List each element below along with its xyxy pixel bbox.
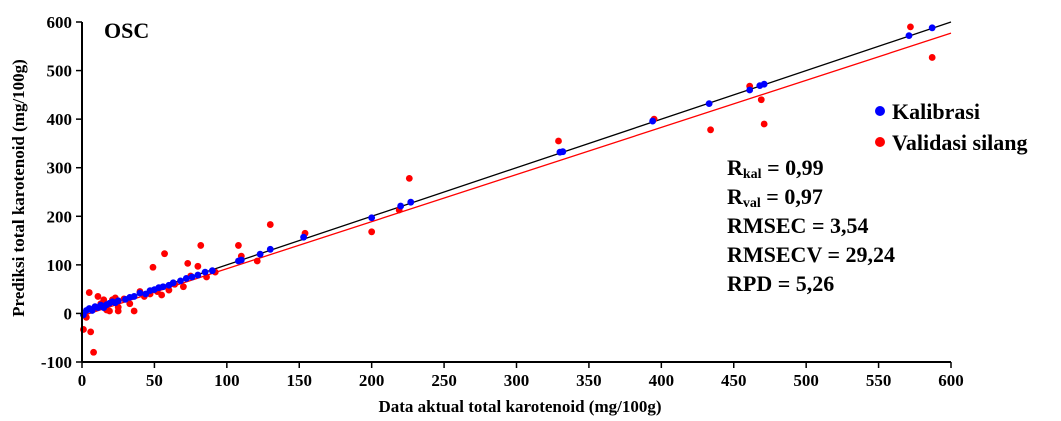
x-tick-label: 400	[649, 371, 675, 390]
validasi-point	[126, 300, 134, 308]
y-tick-label: 0	[64, 304, 73, 323]
validasi-point	[235, 242, 242, 249]
x-tick-label: 50	[146, 371, 163, 390]
kalibrasi-fit-line	[81, 21, 952, 315]
x-tick-label: 200	[359, 371, 385, 390]
kalibrasi-point	[705, 100, 713, 107]
kalibrasi-point	[300, 233, 307, 241]
x-tick-label: 250	[431, 371, 457, 390]
y-tick-label: 600	[47, 13, 73, 32]
kalibrasi-point	[188, 273, 196, 281]
validasi-point	[149, 263, 157, 271]
validasi-point	[179, 283, 187, 291]
validasi-point	[197, 242, 205, 249]
legend-label-kalibrasi: Kalibrasi	[892, 99, 980, 124]
kalibrasi-point	[208, 267, 216, 275]
validasi-point	[907, 23, 914, 31]
kalibrasi-point	[368, 214, 376, 222]
validasi-point	[87, 328, 95, 336]
x-tick-label: 500	[793, 371, 819, 390]
panel-label: OSC	[104, 18, 149, 43]
kalibrasi-point	[194, 271, 202, 279]
validasi-point	[106, 307, 113, 315]
y-tick-label: 500	[47, 62, 73, 81]
x-tick-label: 350	[576, 371, 602, 390]
x-tick-label: 300	[504, 371, 530, 390]
validasi-point	[90, 348, 97, 356]
stat-line: RMSEC = 3,54	[727, 213, 869, 238]
validasi-point	[760, 120, 768, 128]
stat-line: RMSECV = 29,24	[727, 242, 895, 267]
legend: Kalibrasi Validasi silang	[875, 99, 1028, 155]
validasi-point	[757, 96, 765, 104]
validasi-point	[194, 262, 202, 270]
x-tick-label: 150	[287, 371, 313, 390]
validasi-point	[85, 289, 93, 296]
kalibrasi-point	[256, 250, 264, 258]
validasi-point	[130, 307, 138, 315]
legend-marker-kalibrasi	[875, 106, 885, 116]
x-tick-label: 600	[938, 371, 964, 390]
kalibrasi-point	[649, 117, 657, 125]
kalibrasi-point	[237, 256, 245, 264]
validasi-point	[94, 293, 102, 300]
y-tick-label: 400	[47, 110, 73, 129]
kalibrasi-point	[905, 32, 913, 39]
validasi-point	[928, 54, 936, 61]
validasi-point	[555, 137, 562, 145]
legend-marker-validasi	[875, 137, 885, 147]
legend-label-validasi: Validasi silang	[892, 130, 1028, 155]
kalibrasi-point	[760, 80, 768, 88]
validasi-point	[161, 250, 168, 258]
kalibrasi-point	[114, 297, 122, 305]
validasi-fit-line	[81, 32, 952, 317]
validasi-point	[165, 286, 173, 294]
kalibrasi-point	[559, 148, 567, 156]
fit-lines	[81, 21, 952, 317]
x-axis-title: Data aktual total karotenoid (mg/100g)	[378, 397, 661, 416]
kalibrasi-point	[266, 245, 274, 253]
stat-line: Rkal = 0,99	[727, 155, 824, 182]
x-ticks: 0 50 100 150 200 250 300 350 400 450 500 550 600	[78, 362, 964, 390]
y-tick-label: 100	[47, 256, 73, 275]
y-tick-label: 300	[47, 159, 73, 178]
y-tick-label: 200	[47, 207, 73, 226]
stat-line: RPD = 5,26	[727, 271, 834, 296]
x-tick-label: 450	[721, 371, 747, 390]
validasi-point	[158, 291, 166, 299]
y-tick-label: -100	[41, 353, 72, 372]
stat-line: Rval = 0,97	[727, 184, 823, 211]
validasi-point	[114, 307, 122, 315]
kalibrasi-point	[159, 283, 167, 291]
validasi-point	[405, 175, 413, 182]
validasi-point	[368, 228, 376, 236]
validasi-point	[266, 221, 274, 228]
kalibrasi-point	[201, 268, 209, 276]
kalibrasi-point	[746, 86, 754, 94]
validasi-point	[707, 126, 714, 134]
kalibrasi-point	[407, 198, 415, 206]
x-tick-label: 0	[78, 371, 87, 390]
kalibrasi-point	[397, 202, 405, 210]
kalibrasi-point	[136, 289, 144, 297]
x-tick-label: 550	[866, 371, 892, 390]
kalibrasi-point	[130, 293, 138, 300]
x-tick-label: 100	[214, 371, 240, 390]
kalibrasi-point	[182, 275, 190, 282]
kalibrasi-point	[177, 277, 184, 285]
kalibrasi-point	[928, 24, 936, 32]
validasi-point	[184, 260, 192, 267]
y-axis-title: Prediksi total karotenoid (mg/100g)	[9, 59, 28, 317]
kalibrasi-point	[169, 279, 177, 287]
y-ticks: -100 0 100 200 300 400 500 600	[41, 13, 82, 372]
validasi-point	[253, 257, 261, 265]
data-points	[80, 23, 936, 356]
